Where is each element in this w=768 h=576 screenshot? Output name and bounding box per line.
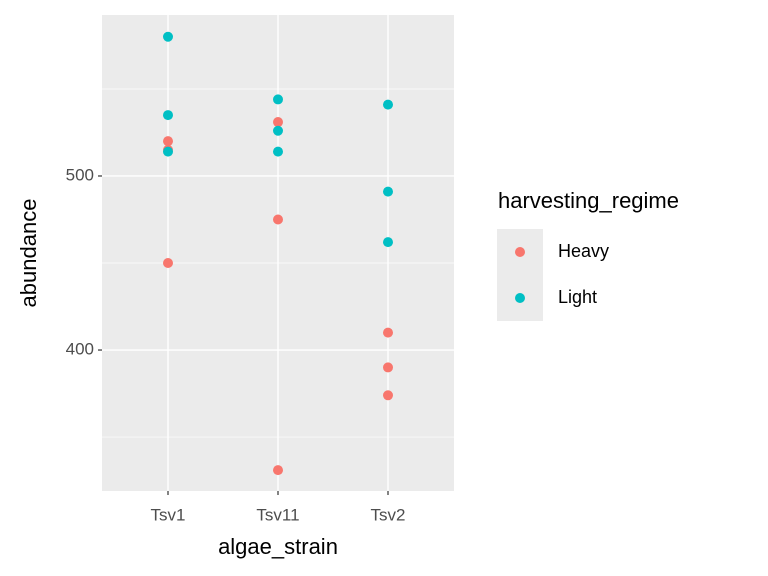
legend-key-background — [497, 229, 543, 321]
point — [273, 146, 283, 157]
point — [383, 327, 393, 338]
point — [383, 362, 393, 373]
legend-label: Light — [558, 287, 597, 307]
point — [163, 136, 173, 147]
point — [383, 390, 393, 401]
point — [273, 465, 283, 476]
point — [273, 117, 283, 128]
y-axis-title: abundance — [16, 199, 41, 308]
y-tick-label: 400 — [66, 340, 94, 359]
x-axis-title: algae_strain — [218, 534, 338, 559]
legend-title: harvesting_regime — [498, 188, 679, 213]
x-tick-label: Tsv1 — [151, 505, 186, 524]
y-tick-label: 500 — [66, 165, 94, 184]
point — [273, 125, 283, 136]
x-tick-label: Tsv11 — [256, 505, 299, 524]
legend-label: Heavy — [558, 241, 609, 261]
point — [163, 31, 173, 42]
point — [163, 146, 173, 157]
point — [163, 258, 173, 269]
legend-marker — [515, 247, 525, 257]
legend-marker — [515, 293, 525, 303]
x-tick-label: Tsv2 — [371, 505, 406, 524]
point — [273, 94, 283, 105]
point — [163, 110, 173, 121]
point — [383, 99, 393, 110]
point — [383, 186, 393, 197]
point — [383, 237, 393, 248]
point — [273, 214, 283, 225]
